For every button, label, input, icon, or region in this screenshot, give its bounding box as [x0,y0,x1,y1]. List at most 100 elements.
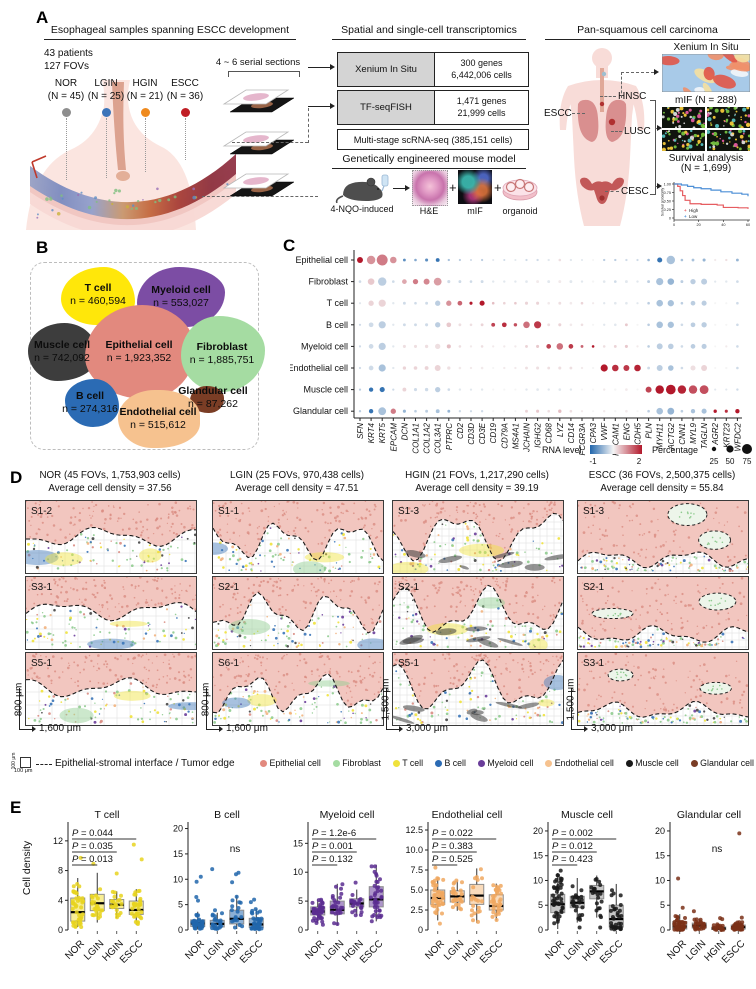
spatial-tile-S1-2: S1-2 [16,500,197,574]
patients-count: 43 patients [44,48,93,59]
stage-dot-nor [62,108,71,117]
legend-dot [545,759,553,767]
mouse-icon [333,173,391,208]
svg-text:S2-1: S2-1 [398,582,420,593]
cell-legend-item-endothelial-cell: Endothelial cell [545,758,614,768]
serial-sections-stack [222,76,306,215]
panel-d-label: D [10,468,23,487]
svg-text:+: + [684,214,687,219]
svg-text:S2-1: S2-1 [218,582,240,593]
blob-name: Fibroblast [196,341,248,353]
svg-graphic [657,0,752,121]
svg-text:ns: ns [230,844,241,855]
svg-text:WFDC2: WFDC2 [733,422,742,451]
serial-sections-label: 4 ~ 6 serial sections [215,57,301,68]
svg-text:Survival probability: Survival probability [661,187,665,216]
svg-graphic: 1.00 0.75 0.50 0.25 00 20 40 60 Survival probabi… [661,182,750,227]
stage-item-hgin: HGIN (N = 21) [121,78,169,103]
mouse-arrow [393,188,405,189]
vscale-label: 1,500 μm [565,678,577,721]
nqo-label: 4-NQO-induced [330,204,394,214]
boxplot-t-cell: T cell 0 4 8 12 NOR LGIN HGIN ESCC P = 0.044 P = 0… [38,808,150,986]
survival-title: Survival analysis [668,153,744,164]
boxplot-myeloid-cell: Myeloid cell 0 5 10 15 NOR LGIN HGIN ESCC P = 1.2… [278,808,390,986]
svg-text:0: 0 [418,925,423,935]
hscale-label: 1,600 μm [226,723,268,734]
svg-graphic: S1-2 [16,500,197,573]
svg-text:-1: -1 [589,457,597,466]
svg-text:20: 20 [533,826,543,836]
svg-text:KRT4: KRT4 [367,422,376,443]
svg-text:CDH5: CDH5 [634,422,643,444]
blob-count: n = 1,885,751 [189,353,255,366]
svg-text:5: 5 [538,900,543,910]
panel-e-label: E [10,798,22,817]
svg-text:CD79A: CD79A [500,423,509,449]
cell-legend-item-t-cell: T cell [392,758,423,768]
boxplot-glandular-cell: Glandular cell 0 5 10 15 20 NOR LGIN HGIN ESCC ns [640,808,752,986]
survival-plot: 1.00 0.75 0.50 0.25 0 0 20 40 60 Survival probabi… [660,174,752,235]
svg-text:P = 0.035: P = 0.035 [72,841,113,852]
blob-count: n = 460,594 [70,294,126,307]
svg-text:40: 40 [721,223,725,227]
blob-name: Epithelial cell [105,339,173,351]
svg-text:5: 5 [298,896,303,906]
plus-sign-1: + [449,180,457,195]
organoid-icon [501,170,539,207]
svg-text:LYZ: LYZ [556,422,565,437]
svg-text:S3-1: S3-1 [583,658,605,669]
body-illustration [552,46,652,233]
boxplot-endothelial-cell: Endothelial cell 0 2.5 5.0 7.5 10.0 12.5 NOR LGI… [398,808,510,986]
svg-text:B cell: B cell [214,809,240,821]
blob-count: n = 553,027 [153,296,209,309]
interface-dash-icon [36,764,52,765]
svg-text:P = 0.383: P = 0.383 [432,841,473,852]
svg-text:P = 0.525: P = 0.525 [432,854,473,865]
dotplot: Epithelial cell Fibroblast T cell B cell Mye… [287,246,756,471]
cell-blob-label: Muscle cell n = 742,092 [2,339,122,364]
tfseqfish-genes: 1,471 genes [456,95,507,106]
svg-text:15: 15 [655,851,665,861]
cell-blob-endothelial-cell [118,390,200,448]
organ-label-escc: ESCC [544,108,572,119]
cell-legend-item-b-cell: B cell [434,758,466,768]
svg-text:COL3A1: COL3A1 [434,423,443,454]
scrna-label: Multi-stage scRNA-seq (385,151 cells) [353,134,513,145]
stage-dotted-line [145,118,146,172]
svg-text:P = 0.012: P = 0.012 [552,841,593,852]
svg-graphic [707,107,750,128]
mif-image-grid [662,107,751,151]
svg-text:0: 0 [58,925,63,935]
svg-text:CD68: CD68 [545,422,554,443]
blob-name: Myeloid cell [151,284,211,296]
svg-text:S1-1: S1-1 [218,506,240,517]
svg-text:12: 12 [53,836,63,846]
cell-blob-label: Endothelial cell n = 515,612 [98,406,218,431]
svg-text:10.0: 10.0 [405,845,423,855]
svg-text:S5-1: S5-1 [398,658,420,669]
svg-text:4: 4 [58,895,63,905]
legend-dot [434,759,442,767]
legend-label: Epithelial cell [269,758,321,768]
xenium-pan-thumbnail [657,0,752,121]
mif-pan-label: mIF (N = 288) [675,95,737,106]
serial-sections-bracket [228,71,300,77]
spatial-tile-S1-1: S1-1 [199,499,384,577]
svg-graphic [662,107,705,128]
svg-text:AGR2: AGR2 [711,422,720,445]
svg-text:S1-3: S1-3 [583,506,605,517]
hscale-arrowhead [584,726,588,732]
hscale-label: 3,000 μm [406,723,448,734]
svg-text:NOR: NOR [543,938,567,962]
spatial-tile-S2-1: S2-1 [577,576,749,650]
dashed-connector-1 [232,142,308,143]
stage-dot-hgin [141,108,150,117]
stage-name: HGIN [132,78,158,89]
svg-text:Fibroblast: Fibroblast [308,277,348,287]
hscale-line [206,729,219,730]
arrowhead-survival [657,183,662,189]
svg-text:Epithelial cell: Epithelial cell [295,255,348,265]
svg-text:PTPRC: PTPRC [445,423,454,450]
